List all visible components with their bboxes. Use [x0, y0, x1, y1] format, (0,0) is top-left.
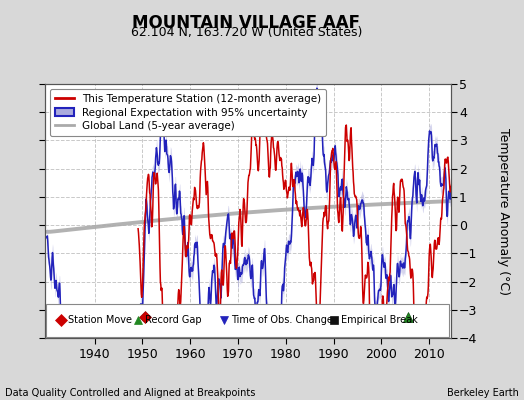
Legend: This Temperature Station (12-month average), Regional Expectation with 95% uncer: This Temperature Station (12-month avera… [50, 89, 326, 136]
Text: Data Quality Controlled and Aligned at Breakpoints: Data Quality Controlled and Aligned at B… [5, 388, 256, 398]
Text: Empirical Break: Empirical Break [341, 315, 418, 325]
Y-axis label: Temperature Anomaly (°C): Temperature Anomaly (°C) [497, 128, 510, 294]
Text: Station Move: Station Move [69, 315, 133, 325]
Text: Record Gap: Record Gap [145, 315, 202, 325]
Text: Time of Obs. Change: Time of Obs. Change [231, 315, 333, 325]
Text: 62.104 N, 163.720 W (United States): 62.104 N, 163.720 W (United States) [130, 26, 362, 39]
Text: Berkeley Earth: Berkeley Earth [447, 388, 519, 398]
Text: MOUNTAIN VILLAGE AAF: MOUNTAIN VILLAGE AAF [132, 14, 361, 32]
FancyBboxPatch shape [46, 304, 449, 336]
